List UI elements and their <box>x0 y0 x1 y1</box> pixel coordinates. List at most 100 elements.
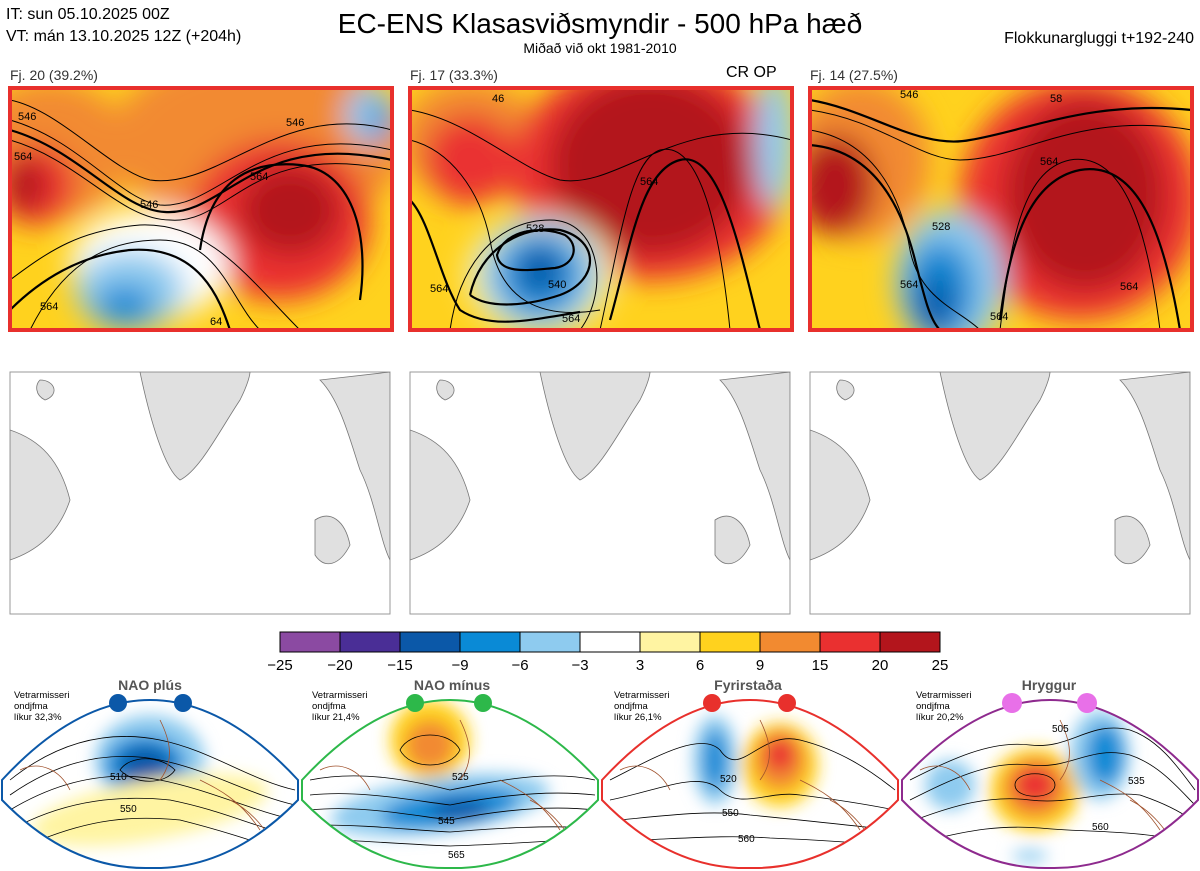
cluster-3-label: Fj. 14 (27.5%) <box>810 67 898 83</box>
regime-3-contour-label: 520 <box>720 774 737 785</box>
colorbar-tick-label: 25 <box>932 657 949 674</box>
colorbar-segment <box>759 631 821 653</box>
regime-4-caption: ondjfma <box>916 701 951 712</box>
colorbar-segment <box>639 631 701 653</box>
cluster-3-map: 546 528 564 564 564 564 58 <box>810 88 1192 330</box>
cluster-2-contour-label: 564 <box>562 313 580 325</box>
colorbar-tick-label: −9 <box>451 657 468 674</box>
colorbar-tick-label: −20 <box>327 657 352 674</box>
cluster-2-contour-label: 564 <box>640 176 658 188</box>
regime-1-marker <box>109 694 127 712</box>
regime-4-name: Hryggur <box>1022 677 1077 693</box>
regime-2-contour-label: 525 <box>452 772 469 783</box>
regime-2-caption: líkur 21,4% <box>312 712 360 723</box>
cluster-1-label: Fj. 20 (39.2%) <box>10 67 98 83</box>
colorbar-tick-label: 15 <box>812 657 829 674</box>
regime-2-marker <box>474 694 492 712</box>
colorbar-segment <box>339 631 401 653</box>
regime-2-name: NAO mínus <box>414 677 490 693</box>
regime-1-marker <box>174 694 192 712</box>
regime-2-contour-label: 565 <box>448 850 465 861</box>
regime-2-caption: Vetrarmisseri <box>312 690 367 701</box>
cluster-1-contour-label: 564 <box>40 301 58 313</box>
cluster-2-map: 528 540 564 564 564 46 <box>410 88 792 330</box>
cluster-2-frame <box>408 86 794 332</box>
regime-3-marker <box>703 694 721 712</box>
colorbar-segment <box>819 631 881 653</box>
cluster-3-contour-label: 564 <box>900 279 918 291</box>
empty-map-1 <box>9 371 391 615</box>
colorbar-tick-label: 6 <box>696 657 704 674</box>
regime-3-contour-label: 560 <box>738 834 755 845</box>
regime-4-marker <box>1077 693 1097 713</box>
regime-3-contour-label: 550 <box>722 808 739 819</box>
cluster-1-contour-label: 546 <box>286 117 304 129</box>
cluster-3-contour-label: 564 <box>990 311 1008 323</box>
regime-3-marker <box>778 694 796 712</box>
valid-time: VT: mán 13.10.2025 12Z (+204h) <box>6 28 242 45</box>
cluster-2-contour-label: 46 <box>492 93 504 105</box>
op-label: CR OP <box>726 64 777 81</box>
init-time: IT: sun 05.10.2025 00Z <box>6 6 170 23</box>
colorbar: −25 −20 −15 −9 −6 −3 3 6 9 15 20 25 <box>267 631 949 674</box>
cluster-3-contour-label: 528 <box>932 221 950 233</box>
colorbar-tick-label: 3 <box>636 657 644 674</box>
header-info: IT: sun 05.10.2025 00Z VT: mán 13.10.202… <box>6 4 241 48</box>
regime-1-caption: Vetrarmisseri <box>14 690 69 701</box>
regime-2-contour-label: 545 <box>438 816 455 827</box>
classification-window: Flokkunargluggi t+192-240 <box>1004 30 1194 47</box>
cluster-3-contour-label: 564 <box>1120 281 1138 293</box>
regime-3-caption: ondjfma <box>614 701 649 712</box>
regime-4-marker <box>1002 693 1022 713</box>
regime-3-caption: Vetrarmisseri <box>614 690 669 701</box>
regime-3-name: Fyrirstaða <box>714 677 782 693</box>
colorbar-segment <box>279 631 341 653</box>
regime-2-frame <box>301 699 599 870</box>
regime-1-name: NAO plús <box>118 677 182 693</box>
cluster-1-contour-label: 546 <box>18 111 36 123</box>
cluster-2-contour-label: 564 <box>430 283 448 295</box>
empty-map-3 <box>809 371 1191 615</box>
colorbar-segment <box>699 631 761 653</box>
regime-1-contour-label: 510 <box>110 772 127 783</box>
cluster-1-contour-label: 64 <box>210 316 222 328</box>
regime-4-contour-label: 505 <box>1052 724 1069 735</box>
cluster-1-map: 546 564 546 564 546 564 64 <box>10 88 392 330</box>
cluster-2-contour-label: 528 <box>526 223 544 235</box>
regime-4-contour-label: 535 <box>1128 776 1145 787</box>
colorbar-tick-label: 20 <box>872 657 889 674</box>
colorbar-segment <box>879 631 941 653</box>
cluster-1-contour-label: 564 <box>14 151 32 163</box>
cluster-2-label: Fj. 17 (33.3%) <box>410 67 498 83</box>
regime-4-caption: Vetrarmisseri <box>916 690 971 701</box>
page-subtitle: Miðað við okt 1981-2010 <box>523 40 677 56</box>
colorbar-tick-label: 9 <box>756 657 764 674</box>
cluster-1-contour-label: 546 <box>140 199 158 211</box>
regime-1-contour-label: 550 <box>120 804 137 815</box>
regime-3-caption: líkur 26,1% <box>614 712 662 723</box>
colorbar-tick-label: −6 <box>511 657 528 674</box>
cluster-1-frame <box>8 86 394 332</box>
cluster-3-contour-label: 546 <box>900 89 918 101</box>
regime-3-frame <box>601 699 899 870</box>
colorbar-tick-label: −25 <box>267 657 292 674</box>
regime-2-caption: ondjfma <box>312 701 347 712</box>
colorbar-tick-label: −3 <box>571 657 588 674</box>
regime-4-frame <box>901 699 1199 870</box>
cluster-1-contour-label: 564 <box>250 171 268 183</box>
colorbar-segment <box>579 631 641 653</box>
colorbar-segment <box>399 631 461 653</box>
regime-1-caption: ondjfma <box>14 701 49 712</box>
cluster-3-contour-label: 58 <box>1050 93 1062 105</box>
regime-2-marker <box>406 694 424 712</box>
colorbar-tick-label: −15 <box>387 657 412 674</box>
regime-1-caption: líkur 32,3% <box>14 712 62 723</box>
regime-4-caption: líkur 20,2% <box>916 712 964 723</box>
empty-map-2 <box>409 371 791 615</box>
colorbar-segment <box>459 631 521 653</box>
cluster-3-frame <box>808 86 1194 332</box>
cluster-3-contour-label: 564 <box>1040 156 1058 168</box>
page-title: EC-ENS Klasasviðsmyndir - 500 hPa hæð <box>337 8 863 39</box>
cluster-2-contour-label: 540 <box>548 279 566 291</box>
